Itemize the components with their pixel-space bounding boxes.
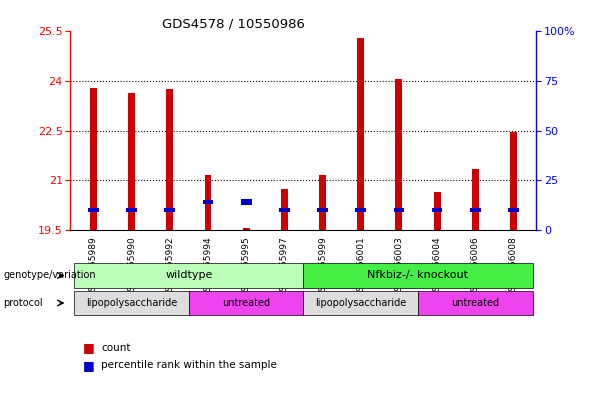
Text: genotype/variation: genotype/variation <box>3 270 96 281</box>
Bar <box>319 175 326 230</box>
Text: count: count <box>101 343 131 353</box>
Bar <box>205 175 211 230</box>
Bar <box>317 208 328 212</box>
Text: protocol: protocol <box>3 298 43 308</box>
Text: lipopolysaccharide: lipopolysaccharide <box>315 298 406 308</box>
Bar <box>189 291 303 315</box>
Bar <box>303 263 533 288</box>
Bar <box>433 192 441 230</box>
Bar <box>126 208 137 212</box>
Bar <box>74 291 189 315</box>
Bar <box>279 208 290 212</box>
Bar <box>472 169 479 230</box>
Text: untreated: untreated <box>222 298 270 308</box>
Bar <box>303 291 418 315</box>
Bar <box>470 208 481 212</box>
Bar <box>357 38 364 230</box>
Bar <box>432 208 443 212</box>
Text: ■: ■ <box>83 359 94 372</box>
Bar <box>395 79 402 230</box>
Text: wildtype: wildtype <box>165 270 213 281</box>
Bar <box>166 89 173 230</box>
Bar <box>418 291 533 315</box>
Bar <box>356 208 366 212</box>
Title: GDS4578 / 10550986: GDS4578 / 10550986 <box>162 17 305 30</box>
Bar <box>394 208 404 212</box>
Text: untreated: untreated <box>451 298 500 308</box>
Text: Nfkbiz-/- knockout: Nfkbiz-/- knockout <box>368 270 468 281</box>
Bar <box>164 208 175 212</box>
Text: ■: ■ <box>83 341 94 354</box>
Bar <box>74 263 303 288</box>
Bar <box>243 228 249 230</box>
Bar <box>88 208 99 212</box>
Bar <box>281 189 287 230</box>
Bar <box>510 132 517 230</box>
Bar <box>241 199 251 205</box>
Text: lipopolysaccharide: lipopolysaccharide <box>86 298 177 308</box>
Text: percentile rank within the sample: percentile rank within the sample <box>101 360 277 371</box>
Bar <box>203 200 213 204</box>
Bar <box>508 208 519 212</box>
Bar <box>90 88 97 230</box>
Bar <box>128 93 135 230</box>
